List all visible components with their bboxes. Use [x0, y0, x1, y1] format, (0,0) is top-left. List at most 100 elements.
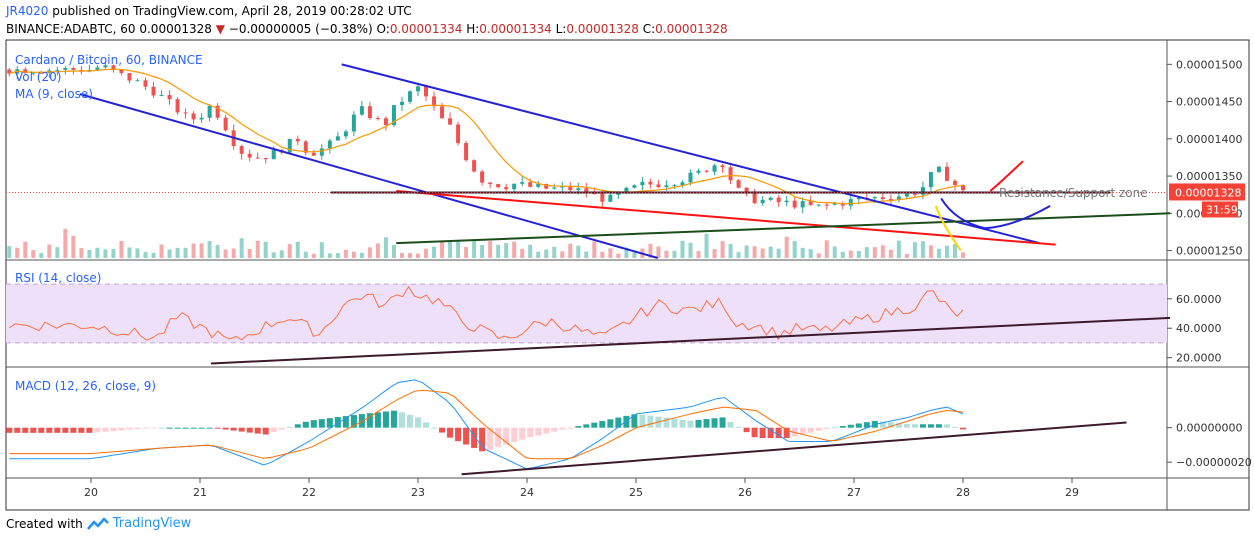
volume-bar — [856, 250, 861, 258]
macd-histogram-bar — [719, 417, 726, 428]
symbol-interval: BINANCE:ADABTC, 60 — [6, 22, 136, 36]
created-with-text: Created with — [6, 516, 83, 531]
macd-histogram-bar — [310, 420, 317, 428]
candle-body — [712, 165, 717, 172]
candle-body — [520, 182, 525, 184]
macd-histogram-bar — [270, 427, 277, 432]
candle-body — [728, 167, 733, 181]
candle-body — [127, 73, 132, 81]
candle-body — [375, 118, 380, 120]
candle-body — [191, 113, 196, 120]
volume-bar — [760, 248, 765, 258]
macd-histogram-bar — [943, 424, 950, 428]
macd-histogram-bar — [206, 427, 213, 429]
candle-body — [736, 180, 741, 188]
volume-bar — [961, 252, 965, 258]
candle-body — [952, 180, 957, 186]
volume-bar — [544, 249, 549, 258]
candle-body — [760, 199, 765, 204]
volume-bar — [359, 252, 364, 258]
candle-body — [552, 187, 557, 189]
candle-body — [616, 192, 621, 195]
macd-histogram-bar — [30, 427, 37, 433]
volume-bar — [47, 244, 52, 258]
macd-histogram-bar — [198, 427, 205, 429]
candle-body — [896, 196, 901, 201]
volume-bar — [664, 250, 669, 258]
macd-histogram-bar — [86, 427, 93, 433]
macd-histogram-bar — [78, 427, 85, 433]
macd-histogram-bar — [535, 427, 542, 436]
candle-body — [432, 96, 437, 107]
tradingview-brand-link[interactable]: TradingView — [112, 516, 192, 531]
volume-bar — [71, 235, 76, 258]
volume-bar — [848, 250, 853, 258]
volume-bar — [720, 241, 725, 258]
macd-histogram-bar — [447, 427, 454, 438]
candle-body — [199, 117, 204, 120]
candle-body — [584, 188, 589, 194]
candle-body — [119, 70, 124, 74]
macd-histogram-bar — [927, 424, 934, 428]
macd-histogram-bar — [831, 427, 838, 429]
macd-histogram-bar — [334, 417, 341, 428]
volume-bar — [536, 251, 541, 258]
candle-body — [576, 188, 581, 191]
candle-body — [856, 197, 861, 200]
volume-bar — [279, 250, 284, 258]
candle-body — [311, 152, 316, 156]
tradingview-logo-icon — [86, 517, 109, 530]
time-tick-label: 22 — [302, 486, 316, 499]
macd-pane-title: MACD (12, 26, close, 9) — [15, 379, 156, 393]
volume-bar — [167, 249, 172, 258]
macd-histogram-bar — [471, 427, 478, 448]
volume-bar — [608, 248, 613, 258]
macd-histogram-bar — [799, 427, 806, 435]
macd-histogram-bar — [767, 427, 774, 439]
volume-bar — [552, 246, 557, 258]
candle-body — [143, 80, 148, 87]
candle-body — [207, 105, 212, 118]
price-tick-label: 0.00001450 — [1176, 96, 1242, 109]
volume-bar — [904, 253, 909, 258]
volume-bar — [816, 253, 821, 258]
volume-bar — [143, 252, 148, 258]
macd-histogram-bar — [6, 427, 13, 433]
price-tick-label: 0.00001400 — [1176, 133, 1242, 146]
projection-blue-rise-path — [984, 204, 1051, 230]
macd-histogram-bar — [911, 424, 918, 428]
volume-bar — [768, 246, 773, 258]
time-tick-label: 29 — [1065, 486, 1079, 499]
volume-bar — [824, 240, 829, 258]
macd-histogram-bar — [174, 427, 181, 429]
candle-body — [888, 199, 893, 201]
volume-bar — [448, 241, 453, 258]
candle-body — [768, 197, 773, 200]
candle-body — [383, 118, 388, 126]
candle-body — [464, 143, 469, 161]
macd-histogram-bar — [879, 421, 886, 428]
rsi-line — [9, 285, 964, 341]
volume-bar — [103, 249, 108, 258]
author-link[interactable]: JR4020 — [6, 4, 49, 18]
macd-histogram-bar — [735, 427, 742, 429]
candle-body — [95, 67, 100, 70]
macd-histogram-bar — [406, 414, 413, 428]
volume-bar — [800, 247, 805, 258]
candle-body — [920, 187, 925, 195]
macd-histogram-bar — [134, 427, 141, 430]
macd-histogram-bar — [607, 419, 614, 428]
chart-svg[interactable]: 0.00001500 0.00001450 0.00001400 0.00001350… — [0, 0, 1254, 512]
volume-bar — [464, 247, 469, 258]
volume-bar — [239, 238, 244, 258]
macd-histogram-bar — [639, 414, 646, 428]
macd-histogram-bar — [703, 419, 710, 428]
volume-bar — [79, 248, 84, 258]
macd-histogram-bar — [807, 427, 814, 433]
candle-body — [255, 157, 260, 159]
price-tick-label: 0.00001500 — [1176, 58, 1242, 71]
volume-bar — [920, 241, 925, 258]
candle-body — [904, 193, 909, 197]
volume-bar — [319, 242, 324, 258]
macd-histogram-bar — [102, 427, 109, 432]
